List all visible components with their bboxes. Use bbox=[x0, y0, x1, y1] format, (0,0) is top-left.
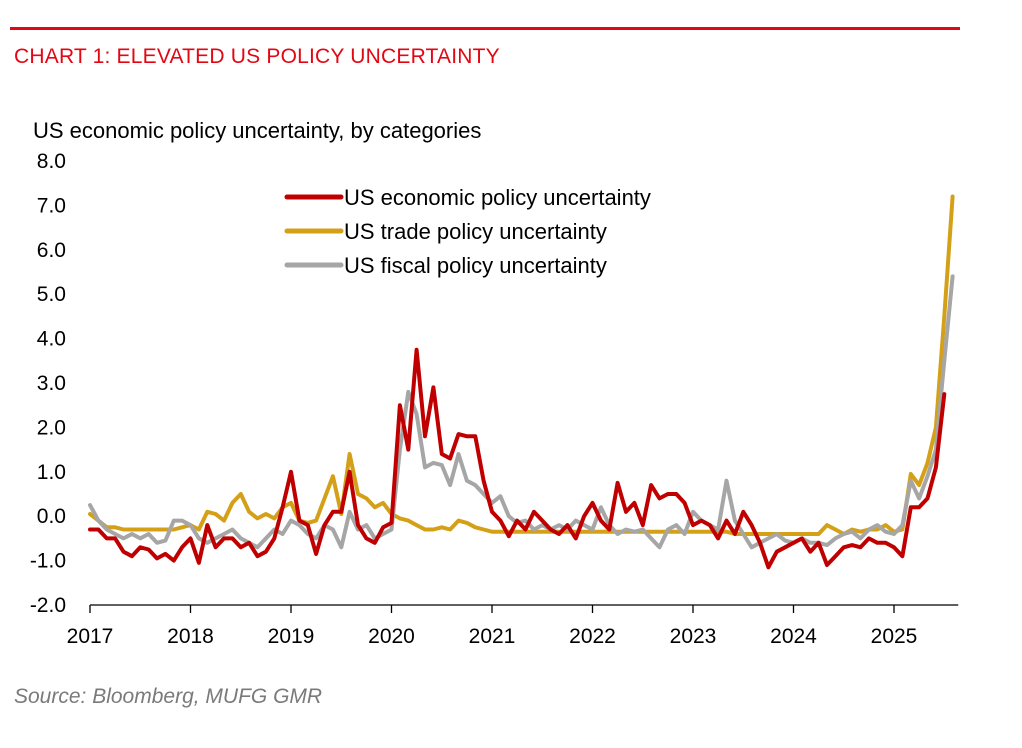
y-tick-label: 0.0 bbox=[37, 505, 66, 528]
y-tick-label: 3.0 bbox=[37, 372, 66, 395]
x-tick-label: 2018 bbox=[167, 625, 214, 648]
top-rule bbox=[10, 27, 960, 30]
y-tick-label: -2.0 bbox=[30, 594, 66, 617]
y-tick-label: 4.0 bbox=[37, 328, 66, 351]
series-lines bbox=[88, 194, 955, 570]
chart-title: CHART 1: ELEVATED US POLICY UNCERTAINTY bbox=[14, 45, 500, 68]
x-tick-label: 2025 bbox=[871, 625, 918, 648]
y-tick-label: 7.0 bbox=[37, 194, 66, 217]
chart-subtitle: US economic policy uncertainty, by categ… bbox=[33, 118, 482, 143]
axes: -2.0 -1.0 0.0 1.0 2.0 3.0 4.0 5.0 6.0 7.0 8.0 2017 2… bbox=[30, 150, 959, 648]
y-tick-label: 5.0 bbox=[37, 283, 66, 306]
y-tick-label: 2.0 bbox=[37, 416, 66, 439]
x-tick-label: 2024 bbox=[770, 625, 817, 648]
x-tick-label: 2022 bbox=[569, 625, 616, 648]
source-note: Source: Bloomberg, MUFG GMR bbox=[14, 685, 323, 708]
x-tick-label: 2020 bbox=[368, 625, 415, 648]
legend-economic-label: US economic policy uncertainty bbox=[344, 185, 651, 210]
legend: US economic policy uncertainty US trade p… bbox=[284, 185, 651, 278]
x-tick-label: 2017 bbox=[67, 625, 114, 648]
y-tick-label: 8.0 bbox=[37, 150, 66, 173]
legend-trade-label: US trade policy uncertainty bbox=[344, 219, 607, 244]
x-tick-label: 2023 bbox=[670, 625, 717, 648]
series-line-economic bbox=[88, 347, 947, 570]
series-line-fiscal bbox=[88, 274, 955, 550]
series-line-trade bbox=[88, 194, 955, 536]
x-tick-label: 2021 bbox=[469, 625, 516, 648]
y-tick-label: -1.0 bbox=[30, 550, 66, 573]
y-tick-label: 6.0 bbox=[37, 239, 66, 262]
legend-fiscal-label: US fiscal policy uncertainty bbox=[344, 253, 607, 278]
x-tick-label: 2019 bbox=[268, 625, 315, 648]
y-tick-label: 1.0 bbox=[37, 461, 66, 484]
line-chart: -2.0 -1.0 0.0 1.0 2.0 3.0 4.0 5.0 6.0 7.0 8.0 2017 2… bbox=[30, 150, 959, 648]
